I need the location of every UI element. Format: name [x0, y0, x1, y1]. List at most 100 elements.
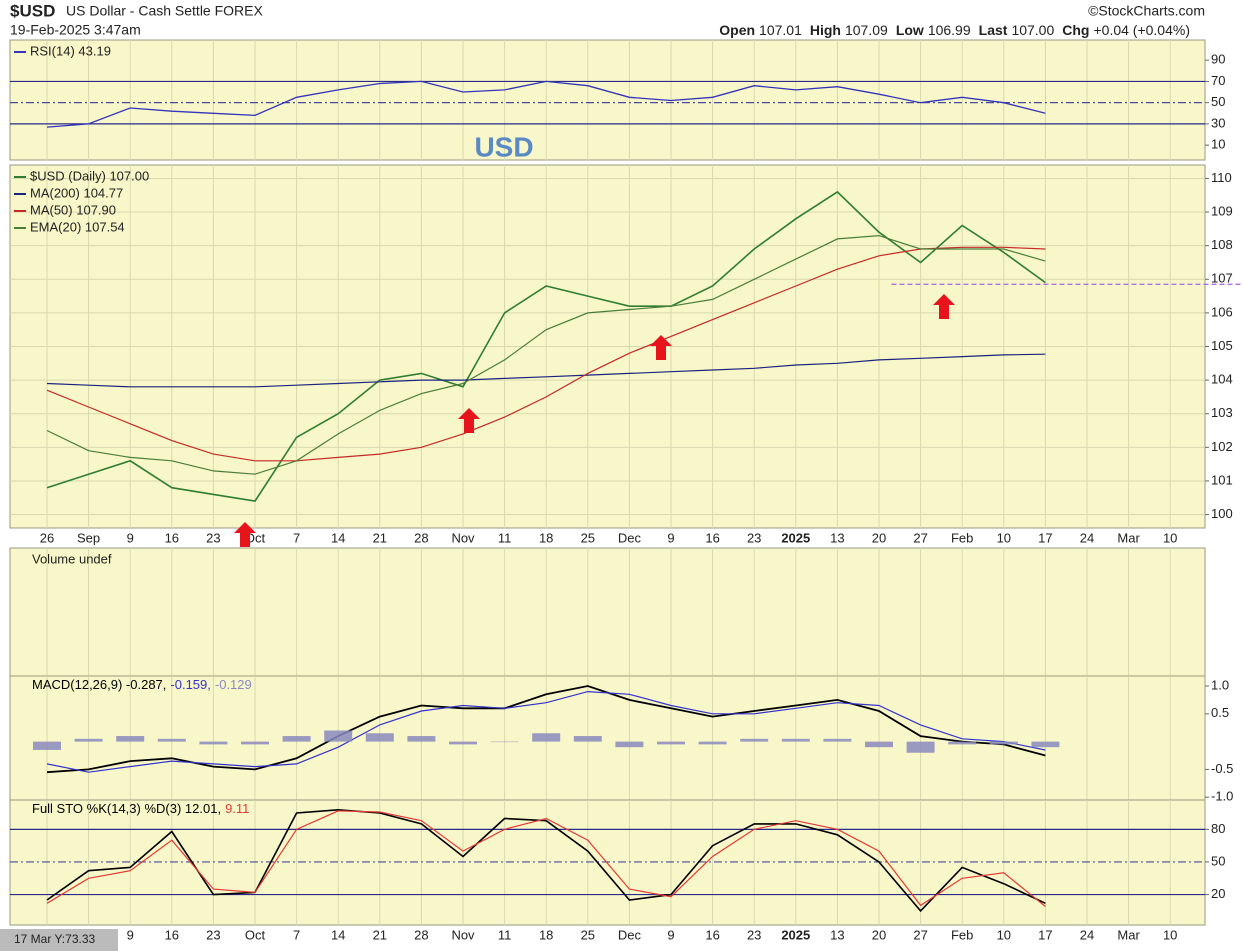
- x-tick-label: 7: [293, 530, 300, 545]
- series-line: [46, 353, 1046, 388]
- series-line: [46, 80, 1046, 128]
- y-tick-label: 108: [1211, 237, 1233, 252]
- brand: ©StockCharts.com: [1088, 3, 1205, 19]
- histogram-bar: [906, 741, 935, 753]
- x-tick-label: Oct: [245, 530, 266, 545]
- series-line: [46, 690, 1046, 773]
- histogram-bar: [490, 741, 519, 743]
- histogram-bar: [241, 741, 269, 745]
- x-tick-label: 21: [373, 927, 387, 942]
- arrows: [234, 294, 955, 547]
- y-tick-label: 90: [1211, 52, 1225, 67]
- y-tick-label: 50: [1211, 94, 1225, 109]
- legend: Full STO %K(14,3) %D(3) 12.01, 9.11: [32, 801, 249, 816]
- quote-label: Chg: [1062, 22, 1089, 38]
- histogram-bar: [823, 738, 852, 742]
- x-tick-label: 10: [1163, 927, 1177, 942]
- x-tick-label: 25: [581, 530, 595, 545]
- histogram-bar: [989, 741, 1018, 745]
- y-tick-label: 103: [1211, 405, 1233, 420]
- x-tick-label: 14: [331, 927, 345, 942]
- histogram-bar: [948, 741, 977, 745]
- legend-entry: MACD(12,26,9) -0.287,: [32, 677, 166, 692]
- y-tick-label: 104: [1211, 372, 1233, 387]
- legend-entry: RSI(14) 43.19: [30, 43, 111, 58]
- quote-line: Open 107.01 High 107.09 Low 106.99 Last 107.00 C…: [719, 22, 1190, 38]
- x-tick-label: 10: [1163, 530, 1177, 545]
- histogram-bar: [365, 733, 394, 742]
- x-tick-label: 17: [1038, 530, 1052, 545]
- histogram-bar: [781, 738, 810, 742]
- x-tick-label: 20: [872, 530, 886, 545]
- histogram-bar: [865, 741, 893, 748]
- x-tick-label: Dec: [618, 530, 642, 545]
- x-tick-label: 14: [331, 530, 345, 545]
- x-tick-label: 23: [747, 927, 761, 942]
- x-tick-label: 20: [872, 927, 886, 942]
- x-tick-label: Nov: [451, 530, 475, 545]
- x-tick-label: 16: [705, 927, 719, 942]
- x-tick-label: 28: [414, 530, 428, 545]
- x-tick-label: 24: [1080, 927, 1094, 942]
- y-tick-label: 107: [1211, 271, 1233, 286]
- x-tick-label: 10: [997, 530, 1011, 545]
- y-tick-label: -0.5: [1211, 761, 1233, 776]
- y-tick-label: 70: [1211, 73, 1225, 88]
- x-tick-label: 26: [40, 530, 54, 545]
- x-tick-label: 23: [747, 530, 761, 545]
- y-tick-label: -1.0: [1211, 789, 1233, 804]
- legend: MACD(12,26,9) -0.287, -0.159, -0.129: [32, 677, 252, 692]
- x-tick-label: 28: [414, 927, 428, 942]
- histogram-bar: [282, 736, 311, 742]
- legend-entry: EMA(20) 107.54: [30, 219, 125, 234]
- histogram-bar: [740, 738, 769, 742]
- x-tick-label: 18: [539, 530, 553, 545]
- legend-entry: -0.159,: [170, 677, 210, 692]
- histogram-bar: [532, 733, 561, 742]
- series-line: [46, 808, 1046, 913]
- histogram-bar: [449, 741, 477, 745]
- legend-entry: Full STO %K(14,3) %D(3) 12.01,: [32, 801, 221, 816]
- legend-entry: MA(200) 104.77: [30, 185, 123, 200]
- series-line: [46, 685, 1046, 774]
- quote-label: Last: [979, 22, 1008, 38]
- timestamp: 19-Feb-2025 3:47am: [10, 22, 141, 38]
- x-tick-label: 23: [206, 927, 220, 942]
- quote-value: 107.00: [1011, 22, 1054, 38]
- x-tick-label: 2025: [781, 927, 810, 942]
- quote-label: Open: [719, 22, 755, 38]
- y-tick-label: 1.0: [1211, 677, 1229, 692]
- x-tick-label: 27: [913, 927, 927, 942]
- y-tick-label: 109: [1211, 203, 1233, 218]
- y-tick-label: 105: [1211, 338, 1233, 353]
- legend-entry: MA(50) 107.90: [30, 202, 116, 217]
- series-line: [46, 234, 1046, 475]
- y-tick-label: 30: [1211, 115, 1225, 130]
- x-tick-label: Feb: [951, 530, 973, 545]
- cursor-label: 17 Mar Y:73.33: [14, 932, 95, 946]
- series-line: [46, 246, 1046, 462]
- y-tick-label: 100: [1211, 506, 1233, 521]
- x-tick-label: Feb: [951, 927, 973, 942]
- panel-title: Volume undef: [32, 551, 112, 566]
- x-tick-label: 17: [1038, 927, 1052, 942]
- quote-label: Low: [896, 22, 924, 38]
- x-tick-label: 9: [667, 530, 674, 545]
- x-tick-label: 16: [165, 530, 179, 545]
- y-tick-label: 110: [1211, 170, 1232, 185]
- x-tick-label: 11: [498, 530, 512, 545]
- series-line: [46, 190, 1046, 502]
- x-tick-label: 2025: [781, 530, 810, 545]
- histogram-bar: [657, 741, 685, 745]
- x-tick-label: 18: [539, 927, 553, 942]
- x-tick-label: 16: [705, 530, 719, 545]
- x-tick-label: 13: [830, 530, 844, 545]
- x-tick-label: 9: [127, 530, 134, 545]
- x-tick-label: 16: [165, 927, 179, 942]
- symbol: $USD: [10, 1, 55, 20]
- x-tick-label: 11: [498, 927, 512, 942]
- y-tick-label: 20: [1211, 886, 1225, 901]
- x-tick-label: Oct: [245, 927, 266, 942]
- quote-label: High: [810, 22, 841, 38]
